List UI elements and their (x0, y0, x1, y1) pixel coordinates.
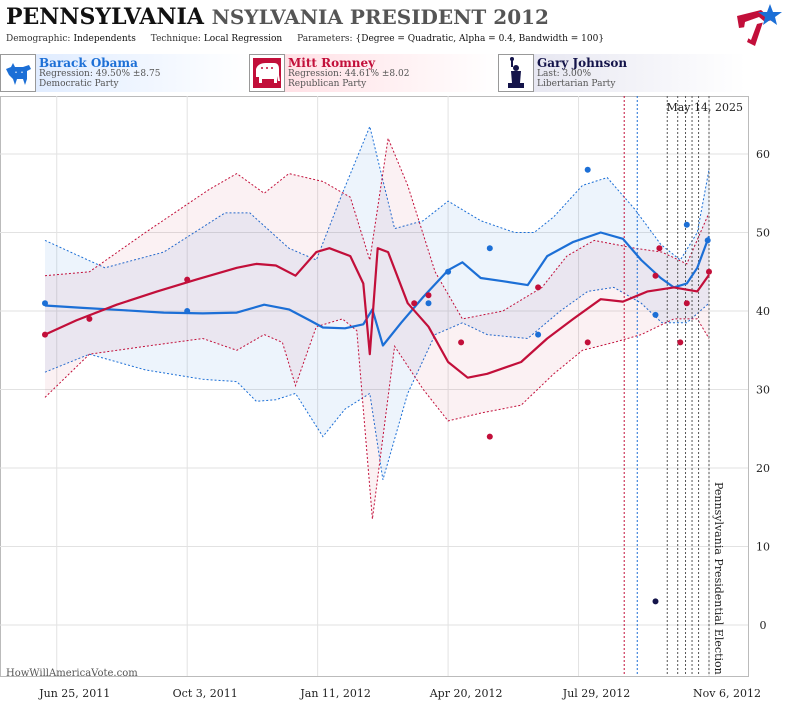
poll-point (486, 433, 493, 440)
lower-bound-line (44, 286, 710, 480)
poll-point (704, 237, 711, 244)
candidate-name: Mitt Romney (288, 56, 376, 70)
event-label: Pennsylvania Presidential Election (712, 482, 725, 675)
lower-bound-line (44, 318, 710, 520)
upper-bound-line (44, 136, 710, 320)
technique-label: Technique: (150, 34, 201, 44)
confidence-band (45, 126, 709, 480)
poll-point (652, 272, 659, 279)
x-tick-label: Jul 29, 2012 (562, 687, 631, 700)
y-tick-label: 30 (756, 384, 770, 397)
candidate-party: Libertarian Party (537, 79, 616, 89)
poll-point (683, 221, 690, 228)
demographic-value: Independents (73, 34, 136, 44)
poll-point (656, 245, 663, 252)
poll-point (42, 300, 48, 307)
parameters-value: {Degree = Quadratic, Alpha = 0.4, Bandwi… (355, 34, 605, 44)
candidate-stat: Regression: 49.50% ±8.75 (39, 69, 161, 79)
trend-line (44, 231, 711, 347)
poll-point (42, 331, 48, 338)
poll-points (42, 166, 712, 605)
x-tick-label: Jun 25, 2011 (38, 687, 110, 700)
demographic-label: Demographic: (6, 34, 71, 44)
plot-frame (0, 96, 749, 677)
poll-point (425, 292, 432, 299)
candidate-legend: Barack Obama Regression: 49.50% ±8.75 De… (0, 54, 789, 94)
poll-point (652, 598, 659, 605)
x-tick-label: Jan 11, 2012 (299, 687, 371, 700)
elephant-icon (249, 54, 285, 92)
y-tick-label: 40 (756, 305, 770, 318)
x-tick-label: Oct 3, 2011 (173, 687, 238, 700)
candidate-name: Barack Obama (39, 56, 138, 70)
title-race: NSYLVANIA PRESIDENT 2012 (211, 5, 549, 29)
poll-point (584, 339, 591, 346)
poll-point (486, 245, 493, 252)
poll-point (86, 315, 93, 322)
candidate-stat: Last: 3.00% (537, 69, 592, 79)
candidate-romney: Mitt Romney Regression: 44.61% ±8.02 Rep… (249, 54, 497, 92)
donkey-icon (0, 54, 36, 92)
x-tick-label: Apr 20, 2012 (429, 687, 503, 700)
header: PENNSYLVANIA NSYLVANIA PRESIDENT 2012 De… (0, 0, 789, 52)
poll-point (535, 284, 542, 291)
candidate-stat: Regression: 44.61% ±8.02 (288, 69, 410, 79)
y-tick-label: 0 (760, 619, 767, 632)
statue-of-liberty-icon (498, 54, 534, 92)
technique-value: Local Regression (203, 34, 283, 44)
date-label: May 14, 2025 (666, 101, 743, 114)
y-tick-label: 20 (756, 462, 770, 475)
candidate-party: Republican Party (288, 79, 367, 89)
parameters-line: Demographic: Independents Technique: Local… (6, 34, 616, 44)
poll-point (683, 300, 690, 307)
axes: 0 10 20 30 40 50 60 Jun 25, 2011 Oct 3, 2011 Jan … (38, 148, 770, 700)
poll-point (535, 331, 542, 338)
trend-line (44, 247, 710, 379)
event-markers (623, 96, 710, 676)
candidate-obama: Barack Obama Regression: 49.50% ±8.75 De… (0, 54, 248, 92)
y-tick-label: 50 (756, 227, 770, 240)
poll-point (184, 276, 191, 283)
parameters-label: Parameters: (297, 34, 353, 44)
page-title: PENNSYLVANIA NSYLVANIA PRESIDENT 2012 (6, 4, 549, 30)
poll-point (445, 268, 452, 275)
poll-point (411, 300, 418, 307)
poll-point (184, 308, 191, 314)
poll-point (652, 311, 659, 318)
candidate-johnson: Gary Johnson Last: 3.00% Libertarian Par… (498, 54, 746, 92)
poll-chart: 0 10 20 30 40 50 60 Jun 25, 2011 Oct 3, 2011 Jan … (0, 96, 770, 700)
poll-point (458, 339, 465, 346)
site-credit: HowWillAmericaVote.com (6, 668, 138, 679)
x-tick-label: Nov 6, 2012 (693, 687, 761, 700)
upper-bound-line (44, 124, 710, 269)
y-tick-label: 60 (756, 148, 770, 161)
candidate-name: Gary Johnson (537, 56, 628, 70)
poll-point (706, 268, 712, 275)
y-tick-label: 10 (756, 541, 770, 554)
poll-point (677, 339, 684, 346)
trend-lines (44, 231, 711, 379)
title-state: PENNSYLVANIA (6, 4, 204, 30)
poll-point (425, 300, 432, 307)
poll-point (584, 166, 591, 173)
star-logo-icon (737, 4, 782, 46)
candidate-party: Democratic Party (39, 79, 119, 89)
